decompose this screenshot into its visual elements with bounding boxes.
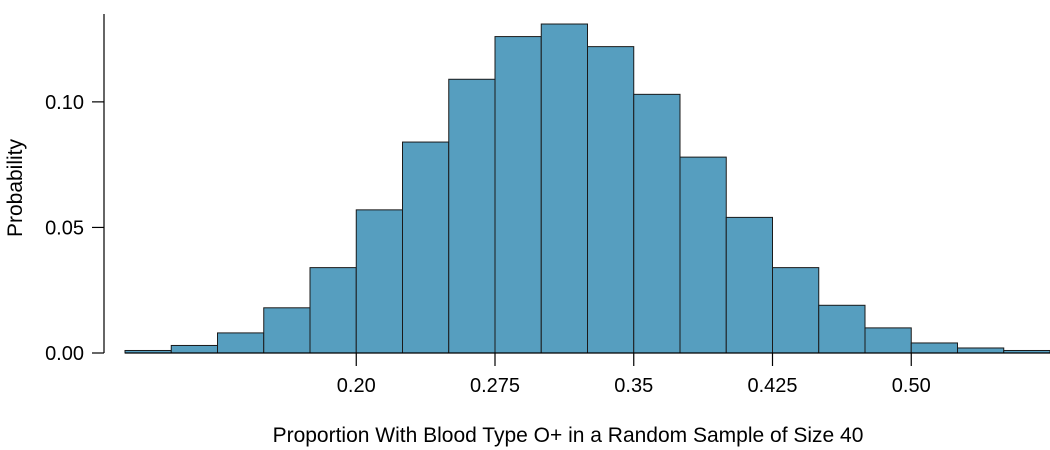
histogram-bar — [494, 36, 542, 354]
histogram-bar — [355, 209, 403, 354]
x-ticks-group: 0.20 0.275 0.35 0.425 0.50 — [337, 353, 931, 397]
histogram-bar — [217, 332, 265, 354]
y-ticks-group: 0.00 0.05 0.10 — [45, 92, 104, 365]
x-tick-label: 0.20 — [337, 375, 376, 397]
x-tick-label: 0.50 — [892, 375, 931, 397]
histogram-bar — [864, 327, 912, 354]
histogram-bar — [448, 78, 496, 354]
histogram-bar — [633, 93, 681, 354]
histogram-bar — [679, 156, 727, 354]
y-tick-label: 0.05 — [45, 217, 84, 239]
histogram-bar — [587, 46, 635, 354]
histogram-bar — [725, 216, 773, 354]
histogram-bar — [263, 307, 311, 354]
histogram-bar — [910, 342, 958, 354]
y-tick-label: 0.10 — [45, 92, 84, 114]
histogram-bar — [957, 347, 1005, 354]
y-axis-title: Probability — [4, 138, 27, 237]
x-axis-title: Proportion With Blood Type O+ in a Rando… — [273, 424, 864, 447]
histogram-bar — [402, 141, 450, 354]
histogram-bar — [309, 267, 357, 354]
histogram-bar — [540, 23, 588, 354]
histogram-bar — [818, 304, 866, 354]
x-tick-label: 0.425 — [747, 375, 797, 397]
y-tick-label: 0.00 — [45, 343, 84, 365]
histogram-bar — [772, 267, 820, 354]
x-tick-label: 0.35 — [614, 375, 653, 397]
x-tick-label: 0.275 — [470, 375, 520, 397]
histogram-bar — [170, 344, 218, 354]
bars-group — [124, 23, 1050, 354]
